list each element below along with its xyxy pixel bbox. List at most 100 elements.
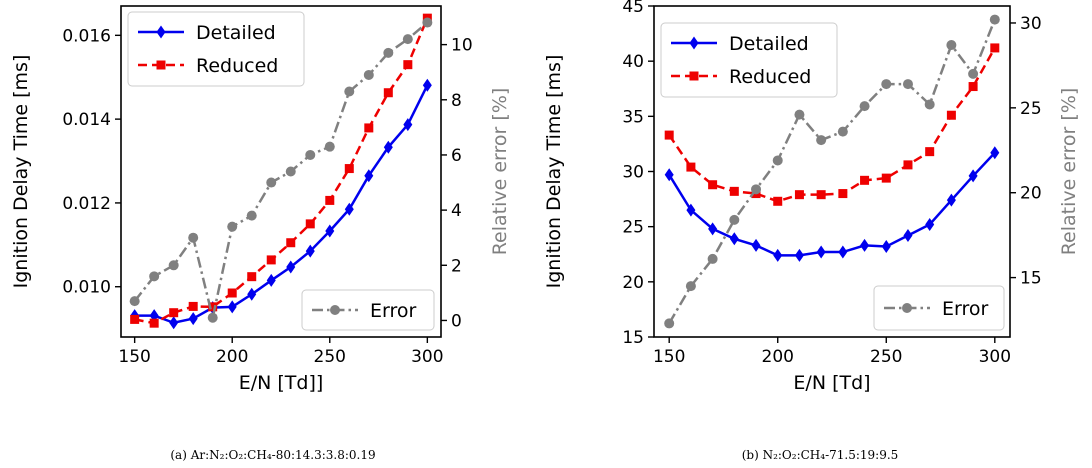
legend-label-error: Error: [370, 300, 417, 322]
data-point-reduced: [325, 195, 335, 205]
y-tick-label: 20: [622, 273, 644, 293]
legend-marker-detailed: [156, 25, 166, 39]
data-point-error: [207, 312, 218, 323]
data-point-detailed: [188, 312, 198, 326]
data-point-reduced: [925, 147, 935, 157]
series-line-error: [133, 21, 429, 318]
legend-marker-reduced: [156, 60, 166, 70]
data-point-error: [383, 47, 394, 58]
legend-label-detailed: Detailed: [729, 33, 809, 55]
data-point-error: [794, 109, 805, 120]
series-line-detailed: [668, 151, 996, 257]
data-point-detailed: [794, 248, 804, 262]
data-point-reduced: [188, 301, 198, 311]
data-point-reduced: [860, 175, 870, 185]
data-point-reduced: [169, 308, 179, 318]
data-point-detailed: [305, 244, 315, 258]
series-line-reduced: [134, 17, 429, 325]
data-point-reduced: [227, 288, 237, 298]
data-point-error: [227, 221, 238, 232]
y-tick-label: 25: [622, 218, 644, 238]
data-point-reduced: [247, 272, 257, 282]
data-point-detailed: [990, 146, 1000, 160]
data-point-detailed: [708, 222, 718, 236]
legend-box: [660, 22, 838, 98]
y-tick-label: 0.016: [62, 26, 111, 46]
legend-marker-reduced: [689, 71, 699, 81]
data-point-error: [129, 296, 140, 307]
data-point-error: [266, 177, 277, 188]
data-point-error: [772, 155, 783, 166]
data-point-reduced: [816, 190, 826, 200]
data-point-reduced: [708, 180, 718, 190]
y2-tick-label: 4: [451, 201, 462, 221]
data-point-reduced: [344, 164, 354, 174]
y-tick-label: 30: [622, 163, 644, 183]
data-point-detailed: [169, 316, 179, 330]
data-point-reduced: [130, 314, 140, 324]
y2-tick-label: 2: [451, 256, 462, 276]
data-point-error: [881, 79, 892, 90]
data-point-detailed: [286, 260, 296, 274]
legend-marker-detailed: [689, 36, 699, 50]
legend-label-detailed: Detailed: [196, 22, 276, 44]
legend-box: [301, 289, 435, 331]
data-point-error: [816, 135, 827, 146]
y-axis-title: Ignition Delay Time [ms]: [543, 55, 565, 289]
y2-tick-label: 0: [451, 311, 462, 331]
data-point-error: [246, 210, 257, 221]
y2-tick-label: 30: [1020, 14, 1042, 34]
series-line-detailed: [134, 84, 429, 325]
data-point-detailed: [364, 169, 374, 183]
data-point-reduced: [794, 190, 804, 200]
data-point-detailed: [422, 78, 432, 92]
data-point-reduced: [881, 173, 891, 183]
x-tick-label: 300: [411, 347, 443, 367]
data-point-reduced: [968, 82, 978, 92]
data-point-reduced: [664, 130, 674, 140]
data-point-error: [751, 184, 762, 195]
panel-b: 150 200 250 300 15 20 25 30 35 40 45 15 20 25 30 E/N [T…: [543, 0, 1080, 462]
y2-tick-label: 6: [451, 146, 462, 166]
data-point-detailed: [664, 168, 674, 182]
y-tick-label: 0.010: [62, 278, 111, 298]
legend-marker-error: [330, 305, 340, 315]
x-axis-title: E/N [Td]: [793, 372, 870, 394]
data-point-error: [285, 166, 296, 177]
data-point-error: [837, 126, 848, 137]
series-line-reduced: [668, 47, 996, 203]
x-tick-label: 250: [314, 347, 346, 367]
data-point-error: [402, 34, 413, 45]
legend-marker-error: [902, 303, 912, 313]
y-tick-label: 45: [622, 0, 644, 17]
data-point-detailed: [325, 224, 335, 238]
y-tick-label: 0.012: [62, 194, 111, 214]
legend-box: [873, 285, 1005, 331]
y-tick-label: 15: [622, 328, 644, 348]
data-point-detailed: [903, 228, 913, 242]
plot-frame: [120, 5, 442, 338]
data-point-error: [305, 149, 316, 160]
x-axis-title: E/N [Td]]: [239, 372, 324, 394]
data-point-error: [924, 99, 935, 110]
y2-tick-label: 25: [1020, 99, 1042, 119]
y2-tick-label: 20: [1020, 184, 1042, 204]
data-point-error: [729, 214, 740, 225]
data-point-error: [363, 69, 374, 80]
data-point-error: [664, 318, 675, 329]
y2-tick-label: 10: [451, 36, 473, 56]
data-point-reduced: [903, 160, 913, 170]
y2-axis-title: Relative error [%]: [489, 88, 511, 256]
data-point-reduced: [286, 238, 296, 248]
data-point-reduced: [266, 255, 276, 265]
data-point-detailed: [816, 245, 826, 259]
data-point-error: [344, 86, 355, 97]
x-tick-label: 150: [653, 347, 685, 367]
legend-label-error: Error: [942, 298, 989, 320]
data-point-error: [946, 40, 957, 51]
data-point-reduced: [364, 123, 374, 133]
data-point-detailed: [946, 193, 956, 207]
data-point-reduced: [946, 110, 956, 120]
data-point-error: [324, 141, 335, 152]
